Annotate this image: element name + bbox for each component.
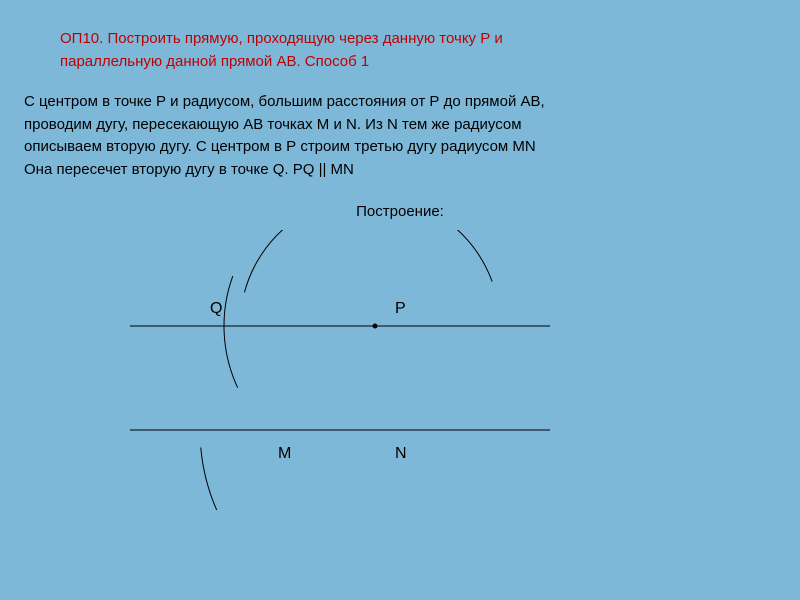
header-line1: ОП10. Построить прямую, проходящую через…: [60, 28, 740, 51]
task-description: С центром в точке Р и радиусом, большим …: [0, 73, 800, 181]
arc-p-mn: [224, 276, 238, 388]
arc-n: [201, 447, 272, 510]
desc-line3: описываем вторую дугу. С центром в Р стр…: [24, 136, 776, 159]
construction-label: Построение:: [0, 203, 800, 220]
arc-p-large: [244, 230, 492, 292]
desc-line2: проводим дугу, пересекающую АВ точках М …: [24, 114, 776, 137]
task-header: ОП10. Построить прямую, проходящую через…: [0, 0, 800, 73]
desc-line1: С центром в точке Р и радиусом, большим …: [24, 91, 776, 114]
geometric-diagram: P Q M N: [0, 230, 800, 510]
construction-svg: [0, 230, 800, 510]
label-n: N: [395, 445, 407, 463]
header-line2: параллельную данной прямой АВ. Способ 1: [60, 51, 740, 74]
label-p: P: [395, 300, 406, 318]
label-q: Q: [210, 300, 222, 318]
label-m: M: [278, 445, 291, 463]
point-p-dot: [373, 324, 378, 329]
desc-line4: Она пересечет вторую дугу в точке Q. PQ …: [24, 159, 776, 182]
